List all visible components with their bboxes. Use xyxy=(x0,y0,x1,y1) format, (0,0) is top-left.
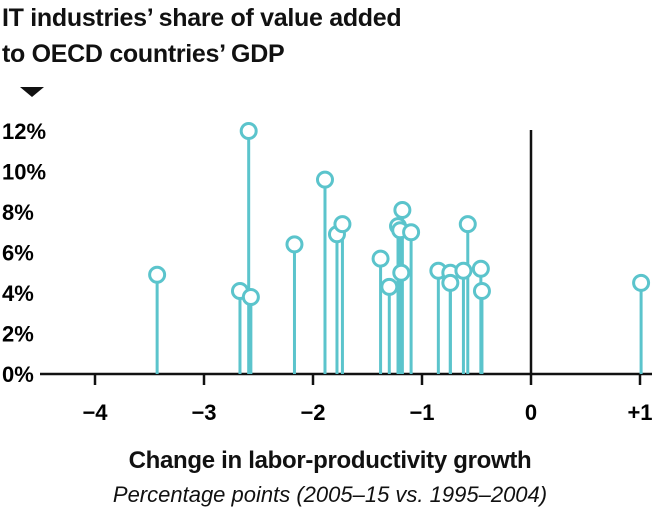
data-point xyxy=(458,215,477,234)
y-axis-pointer-icon xyxy=(20,87,44,97)
x-axis-label: Change in labor-productivity growth xyxy=(128,447,532,474)
data-point xyxy=(454,261,473,280)
data-point xyxy=(632,273,651,292)
y-tick-label: 12% xyxy=(2,119,46,144)
chart-title: IT industries’ share of value added to O… xyxy=(2,0,602,72)
data-point xyxy=(472,281,491,300)
data-point xyxy=(380,277,399,296)
x-tick-label: −4 xyxy=(82,400,108,425)
x-tick-label: −3 xyxy=(191,400,216,425)
y-tick-label: 6% xyxy=(2,241,34,266)
data-point xyxy=(285,235,304,254)
data-point xyxy=(148,265,167,284)
data-point xyxy=(393,200,412,219)
data-point xyxy=(371,249,390,268)
y-tick-label: 0% xyxy=(2,362,34,387)
data-point xyxy=(402,223,421,242)
data-point xyxy=(239,122,258,140)
chart-title-line-2: to OECD countries’ GDP xyxy=(2,40,285,68)
y-tick-label: 10% xyxy=(2,160,46,185)
data-point xyxy=(471,259,490,278)
data-point xyxy=(333,215,352,234)
x-axis-sublabel: Percentage points (2005–15 vs. 1995–2004… xyxy=(112,482,548,507)
data-point xyxy=(441,273,460,292)
y-tick-label: 8% xyxy=(2,200,34,225)
chart-title-line-1: IT industries’ share of value added xyxy=(2,4,402,32)
x-tick-label: 0 xyxy=(525,400,537,425)
x-tick-label: −1 xyxy=(409,400,434,425)
data-point xyxy=(315,170,334,189)
data-point xyxy=(392,263,411,282)
x-tick-label: −2 xyxy=(300,400,325,425)
x-tick-label: +1 xyxy=(627,400,652,425)
y-tick-label: 4% xyxy=(2,281,34,306)
y-tick-label: 2% xyxy=(2,322,34,347)
data-point xyxy=(241,288,260,307)
